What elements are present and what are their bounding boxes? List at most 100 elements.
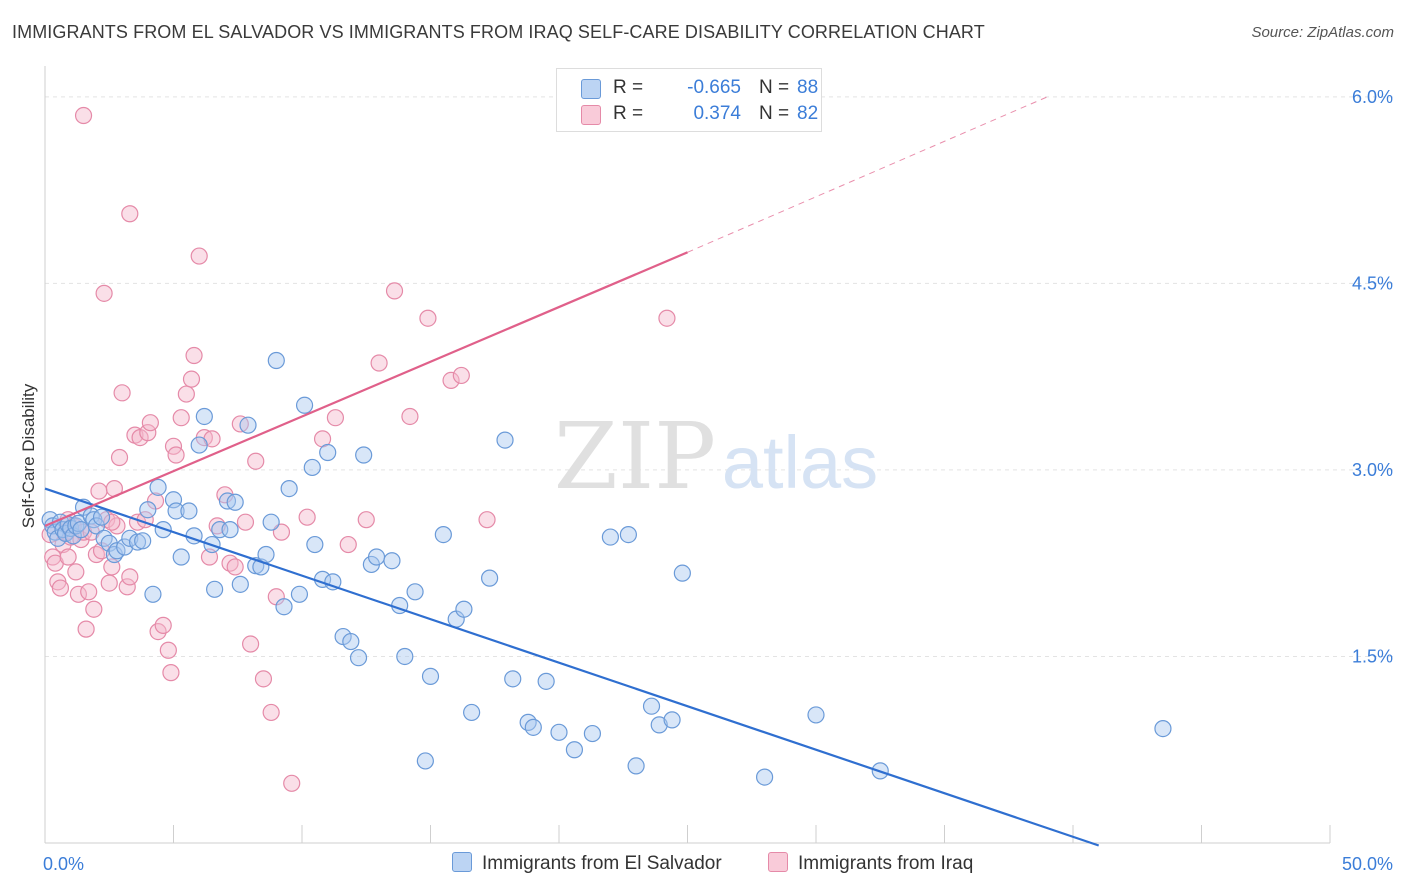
iraq-point xyxy=(357,511,375,529)
iraq-point xyxy=(51,579,70,597)
r-value: -0.665 xyxy=(687,77,741,98)
y-axis-label: Self-Care Disability xyxy=(19,383,38,528)
iraq-point xyxy=(59,548,77,566)
iraq-point xyxy=(658,309,676,327)
iraq-point xyxy=(167,446,185,464)
el-salvador-point xyxy=(601,528,620,546)
el-salvador-point xyxy=(663,711,681,729)
el-salvador-point xyxy=(406,583,424,601)
el-salvador-point xyxy=(434,525,452,544)
el-salvador-point xyxy=(280,479,298,498)
el-salvador-point xyxy=(583,724,602,743)
el-salvador-point xyxy=(139,501,157,519)
watermark: ZIP atlas xyxy=(554,403,878,510)
el-salvador-point xyxy=(239,416,257,434)
trend-lines xyxy=(44,96,1100,847)
legend-item-el-salvador: Immigrants from El Salvador xyxy=(452,852,722,875)
el-salvador-point xyxy=(180,502,198,520)
el-salvador-point xyxy=(92,508,111,526)
chart-title: IMMIGRANTS FROM EL SALVADOR VS IMMIGRANT… xyxy=(12,22,985,42)
el-salvador-point xyxy=(619,525,637,544)
el-salvador-point xyxy=(257,545,275,564)
iraq-point xyxy=(69,585,88,603)
iraq-point xyxy=(247,452,265,470)
r-label: R = xyxy=(613,77,644,98)
iraq-point xyxy=(141,414,159,432)
el-salvador-point xyxy=(1154,719,1172,738)
el-salvador-point xyxy=(231,575,249,593)
n-label: N = xyxy=(759,77,790,98)
el-salvador-point xyxy=(537,672,555,690)
series-iraq-points xyxy=(41,106,676,792)
series-el-salvador-points xyxy=(41,351,1172,786)
el-salvador-point xyxy=(262,513,280,531)
el-salvador-point xyxy=(221,521,239,539)
x-tick-label: 50.0% xyxy=(1342,854,1393,874)
iraq-point xyxy=(121,568,139,586)
iraq-point xyxy=(159,641,177,659)
iraq-point xyxy=(110,448,129,467)
iraq-point xyxy=(113,384,131,402)
watermark-zip: ZIP xyxy=(554,403,716,510)
el-salvador-point xyxy=(565,741,584,759)
el-salvador-point xyxy=(673,564,691,582)
el-salvador-point xyxy=(319,443,337,462)
el-salvador-point xyxy=(164,491,183,509)
el-salvador-point xyxy=(342,632,360,651)
el-salvador-point xyxy=(144,585,162,603)
iraq-point xyxy=(121,205,139,223)
el-salvador-point xyxy=(807,706,825,724)
el-salvador-point xyxy=(306,535,324,554)
el-salvador-point xyxy=(290,585,309,603)
iraq-swatch xyxy=(581,105,601,125)
iraq-point xyxy=(85,600,103,618)
iraq-point xyxy=(442,371,460,389)
el-salvador-point xyxy=(650,716,668,734)
iraq-point xyxy=(177,385,195,403)
grid-lines xyxy=(45,96,1394,657)
iraq-point xyxy=(90,482,108,500)
iraq-point xyxy=(185,346,203,365)
iraq-point xyxy=(326,409,345,427)
iraq-point xyxy=(190,247,208,265)
el-salvador-point xyxy=(519,713,537,731)
y-tick-label: 4.5% xyxy=(1352,273,1393,293)
iraq-point xyxy=(162,664,180,682)
el-salvador-swatch xyxy=(581,79,601,99)
iraq-point xyxy=(419,309,437,327)
iraq-point xyxy=(172,409,190,427)
iraq-legend-label: Immigrants from Iraq xyxy=(798,853,974,874)
el-salvador-point xyxy=(95,529,113,547)
iraq-point xyxy=(100,574,118,592)
el-salvador-point xyxy=(172,548,190,566)
el-salvador-point xyxy=(87,517,106,535)
el-salvador-point xyxy=(149,478,167,496)
el-salvador-point xyxy=(195,407,213,426)
el-salvador-point xyxy=(295,396,314,414)
iraq-point xyxy=(95,284,113,302)
el-salvador-legend-label: Immigrants from El Salvador xyxy=(482,853,722,874)
iraq-point xyxy=(283,774,301,792)
el-salvador-point xyxy=(642,697,661,715)
iraq-point xyxy=(242,635,260,653)
iraq-point xyxy=(262,703,280,722)
el-salvador-point xyxy=(481,569,499,587)
el-salvador-point xyxy=(226,493,244,511)
iraq-point xyxy=(401,407,419,426)
x-tick-label: 0.0% xyxy=(43,854,84,874)
iraq-point xyxy=(80,583,98,601)
iraq-point xyxy=(236,513,255,531)
y-tick-label: 3.0% xyxy=(1352,460,1393,480)
iraq-point xyxy=(118,578,136,596)
y-tick-label: 6.0% xyxy=(1352,87,1393,107)
el-salvador-point xyxy=(167,502,185,520)
el-salvador-point xyxy=(550,723,568,741)
iraq-point xyxy=(339,535,357,554)
n-value: 82 xyxy=(797,103,819,124)
n-label: N = xyxy=(759,103,790,124)
el-salvador-legend-swatch xyxy=(452,852,472,872)
y-tick-label: 1.5% xyxy=(1352,646,1393,666)
el-salvador-point xyxy=(524,718,542,736)
axes xyxy=(44,66,1331,844)
